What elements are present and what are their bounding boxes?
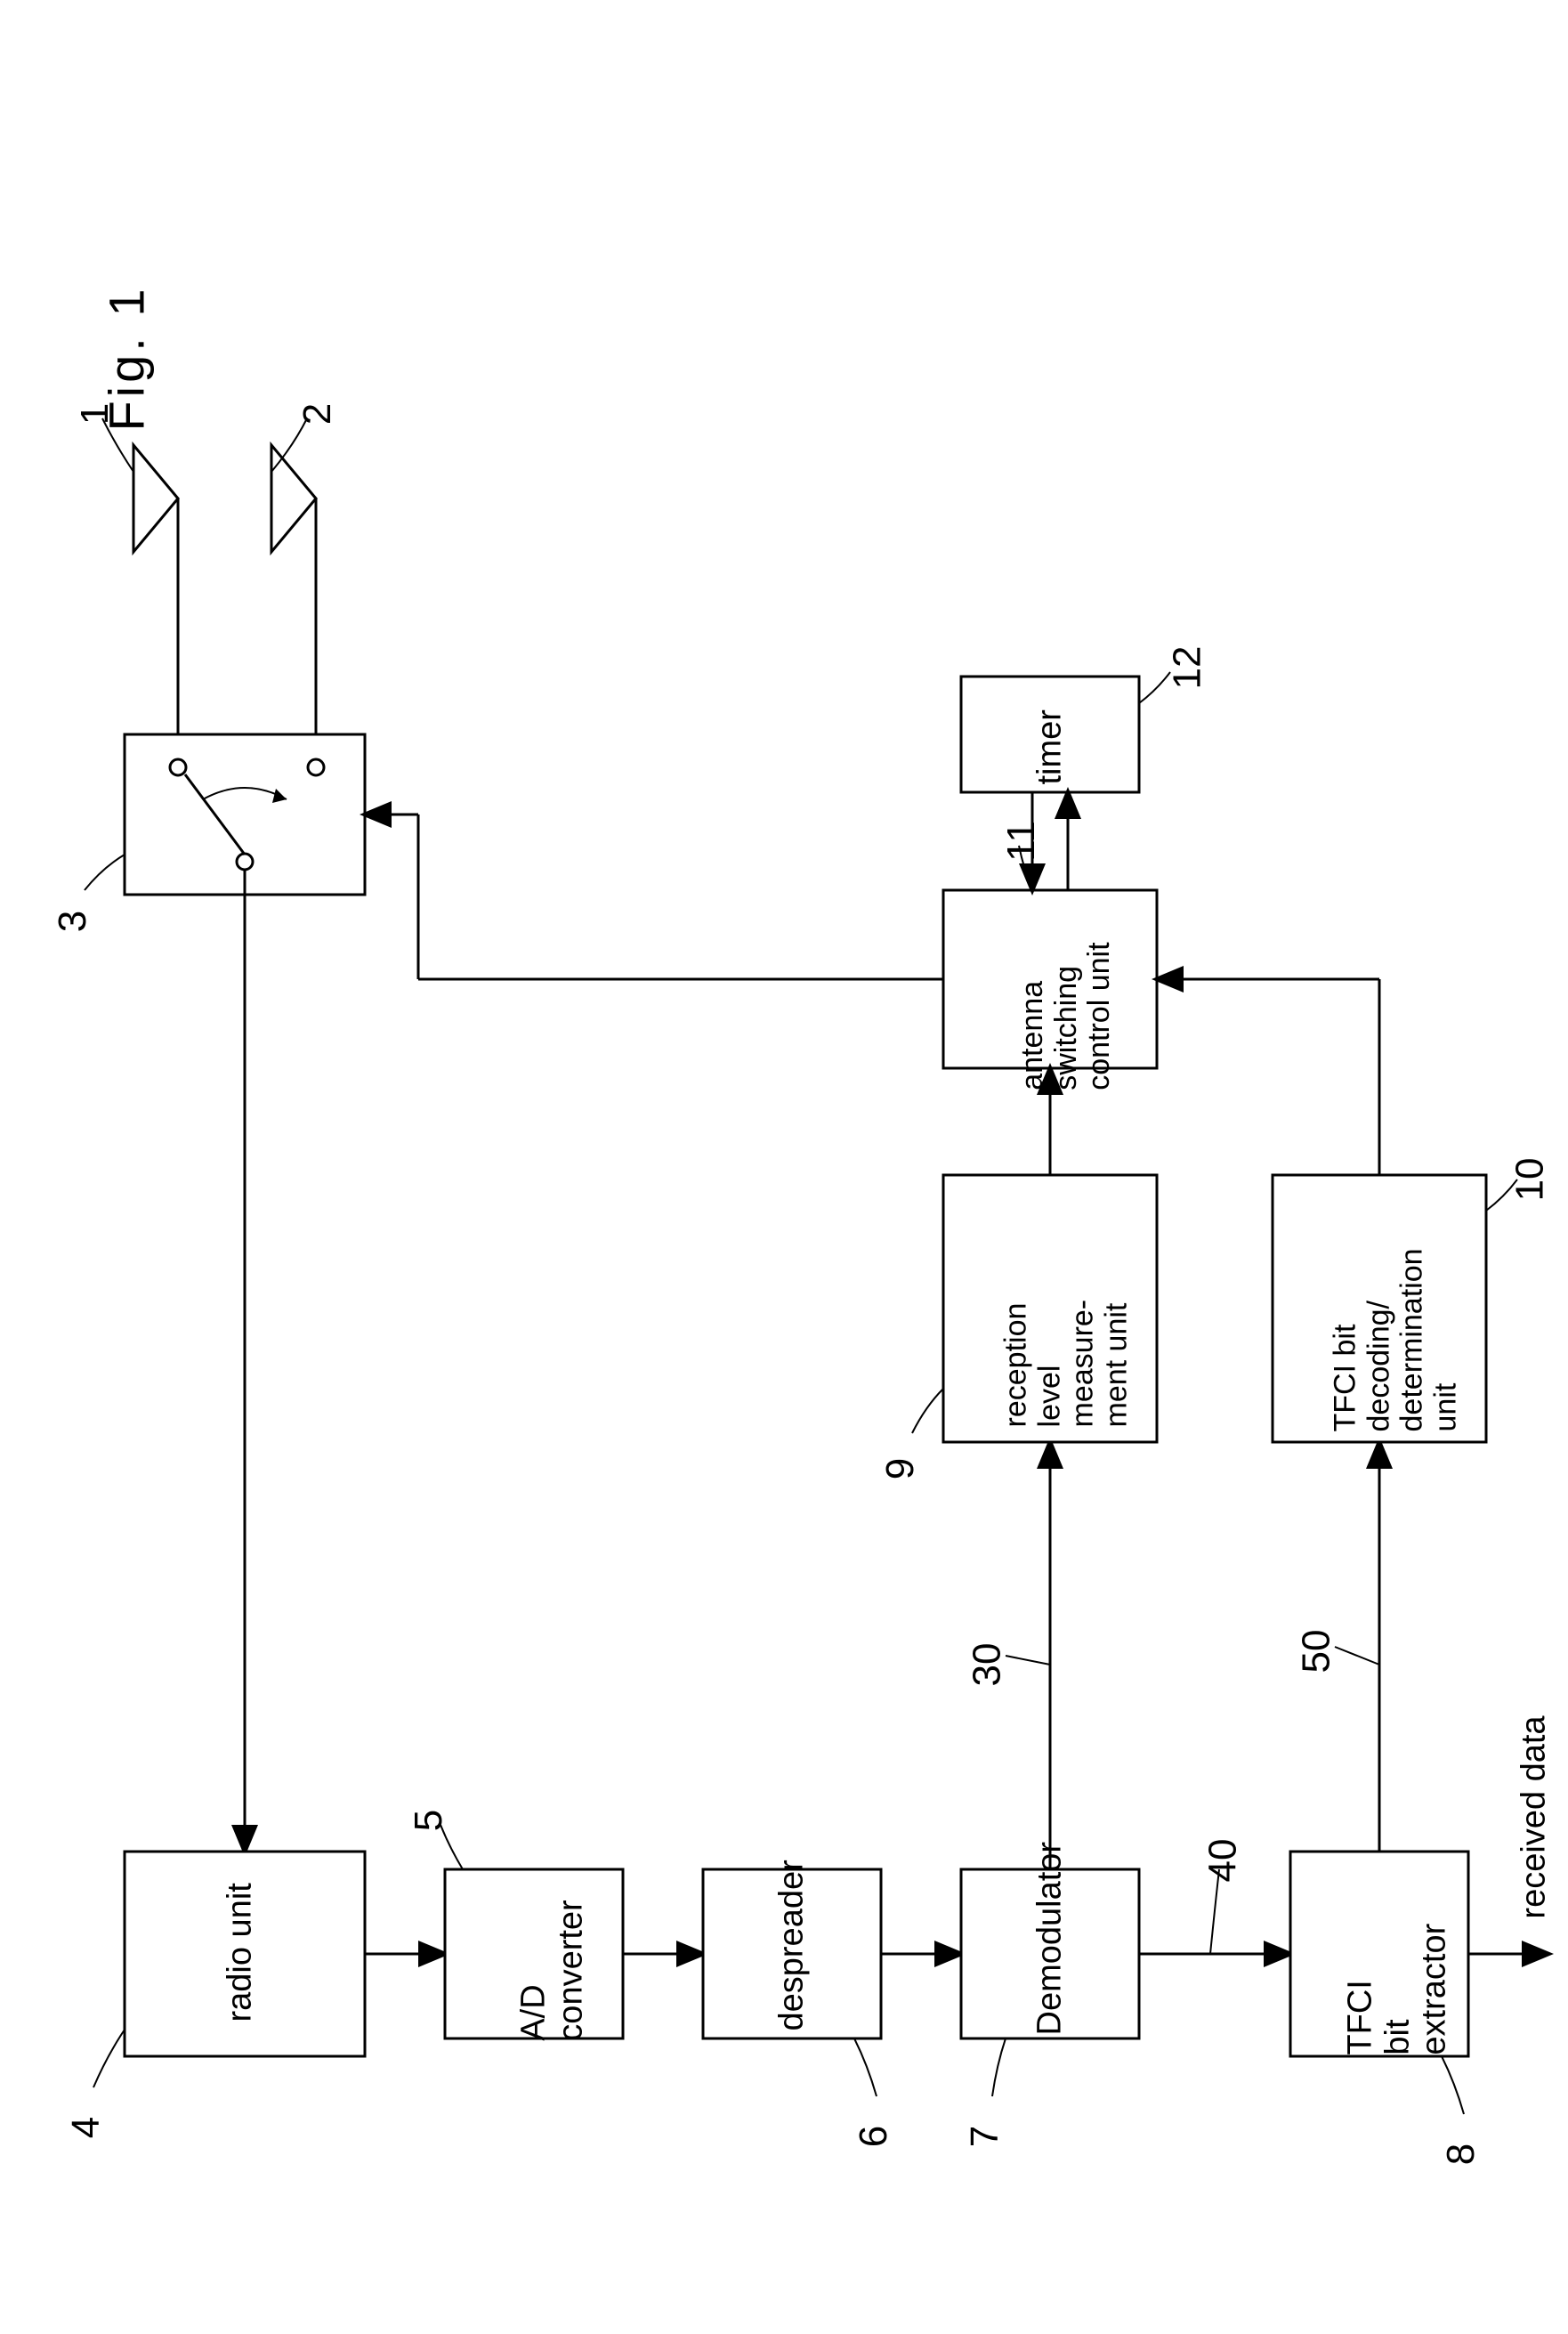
label-10: 10 — [1507, 1158, 1552, 1202]
label-1: 1 — [73, 403, 117, 425]
antenna-switch-text: antenna switching control unit — [1016, 942, 1117, 1090]
label-11: 11 — [999, 821, 1044, 862]
radio-unit-label: radio unit — [222, 1898, 260, 2022]
timer-text: timer — [1031, 709, 1069, 784]
received-data-label: received data — [1515, 1715, 1554, 1918]
label-3: 3 — [51, 911, 95, 932]
label-40: 40 — [1200, 1839, 1245, 1883]
label-30: 30 — [965, 1643, 1009, 1687]
tfci-decoder-label: TFCI bit decoding/ determination unit — [1297, 1262, 1463, 1431]
label-9: 9 — [878, 1458, 923, 1479]
label-12: 12 — [1165, 646, 1209, 690]
label-2: 2 — [295, 403, 340, 425]
label-50: 50 — [1294, 1630, 1338, 1674]
radio-unit-text: radio unit — [222, 1883, 259, 2022]
label-4: 4 — [64, 2117, 109, 2138]
label-6: 6 — [852, 2126, 896, 2147]
reception-level-text: reception level measure- ment unit — [999, 1300, 1133, 1428]
label-7: 7 — [963, 2126, 1007, 2147]
reception-level-label: reception level measure- ment unit — [967, 1267, 1134, 1427]
despreader-label: despreader — [773, 1889, 812, 2031]
label-5: 5 — [407, 1810, 451, 1831]
despreader-text: despreader — [773, 1860, 811, 2030]
tfci-decoder-text: TFCI bit decoding/ determination unit — [1329, 1248, 1462, 1431]
label-8: 8 — [1439, 2144, 1483, 2165]
tfci-extractor-text: TFCI bit extractor — [1341, 1924, 1453, 2055]
ad-converter-text: A/D converter — [514, 1900, 589, 2040]
ad-converter-label: A/D converter — [478, 1917, 589, 2041]
received-data-text: received data — [1515, 1715, 1553, 1918]
antenna-switch-label: antenna switching control unit — [983, 930, 1117, 1090]
demodulator-label: Demodulator — [1031, 1884, 1070, 2036]
timer-label: timer — [1031, 696, 1070, 785]
demodulator-text: Demodulator — [1031, 1842, 1069, 2036]
tfci-extractor-label: TFCI bit extractor — [1305, 1940, 1453, 2055]
